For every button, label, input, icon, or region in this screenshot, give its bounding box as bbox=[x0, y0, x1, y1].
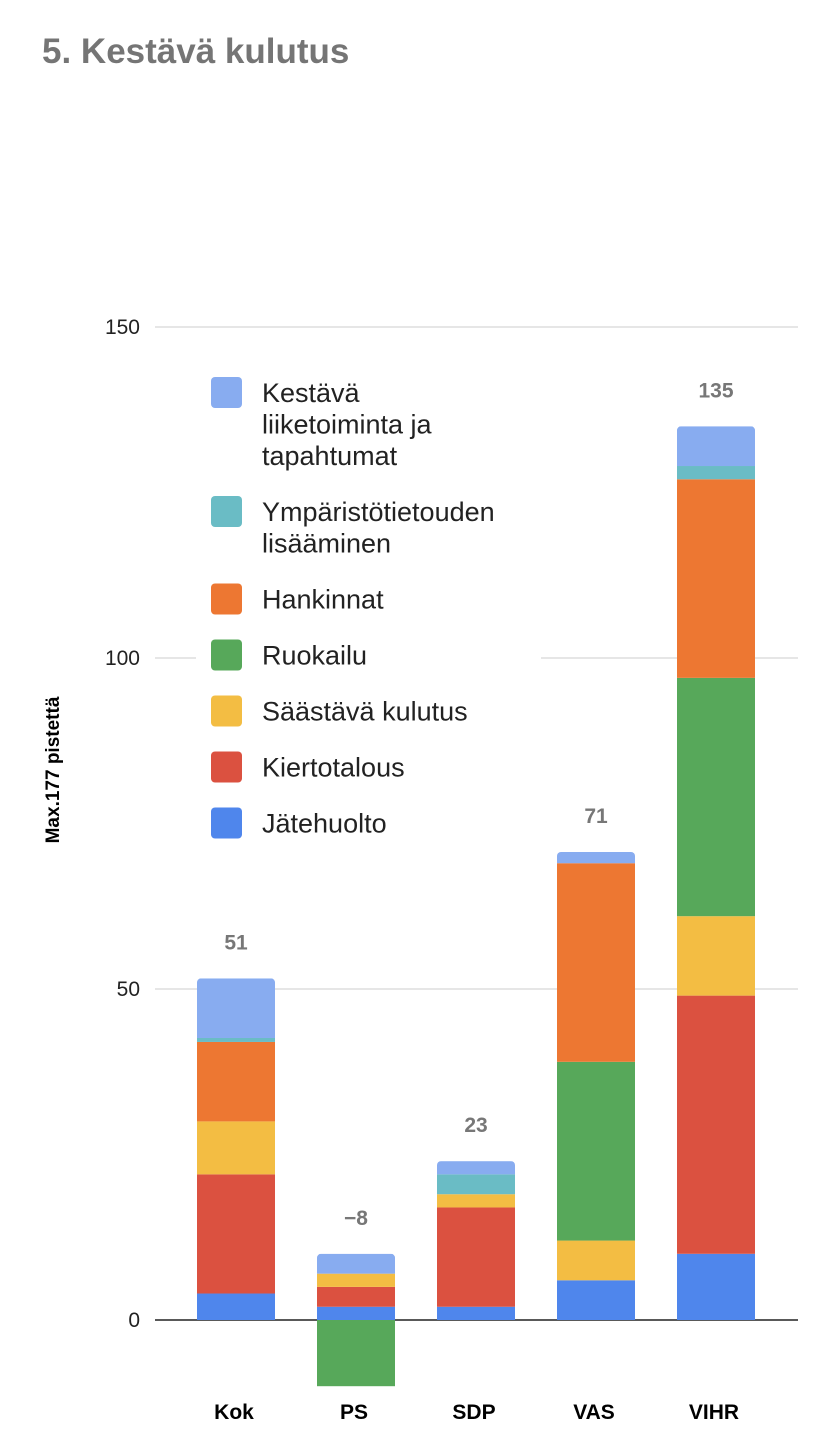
legend-label: Jätehuolto bbox=[262, 809, 387, 839]
bar-stacks bbox=[197, 426, 755, 1387]
bar-segment bbox=[677, 916, 755, 996]
bar-segment bbox=[197, 1174, 275, 1294]
y-tick-label: 0 bbox=[128, 1309, 140, 1332]
bar-segment bbox=[317, 1253, 395, 1274]
legend-label: liiketoiminta ja bbox=[262, 410, 433, 440]
chart-title: 5. Kestävä kulutus bbox=[42, 32, 350, 71]
bar-stack-sdp bbox=[437, 1161, 515, 1320]
data-label-total: −8 bbox=[344, 1207, 368, 1230]
bar-segment bbox=[317, 1320, 395, 1387]
legend-swatch bbox=[211, 751, 242, 783]
data-label-total: 51 bbox=[224, 931, 248, 954]
bar-segment bbox=[317, 1273, 395, 1287]
bar-segment bbox=[437, 1306, 515, 1320]
legend-label: Hankinnat bbox=[262, 585, 384, 615]
x-tick-label: Kok bbox=[214, 1401, 254, 1424]
y-tick-label: 100 bbox=[105, 647, 140, 670]
bar-segment bbox=[677, 466, 755, 480]
bar-segment bbox=[557, 1061, 635, 1241]
bar-segment bbox=[677, 677, 755, 917]
bar-segment bbox=[437, 1194, 515, 1208]
bar-segment bbox=[677, 426, 755, 467]
bar-segment bbox=[197, 978, 275, 1038]
bar-segment bbox=[317, 1306, 395, 1320]
bar-segment bbox=[197, 1037, 275, 1042]
x-tick-label: PS bbox=[340, 1401, 368, 1424]
data-label-total: 71 bbox=[584, 805, 608, 828]
bar-segment bbox=[197, 1293, 275, 1320]
bar-segment bbox=[197, 1121, 275, 1175]
legend-label: Kiertotalous bbox=[262, 753, 405, 783]
legend-background bbox=[196, 362, 541, 842]
bar-segment bbox=[437, 1174, 515, 1195]
bar-segment bbox=[557, 1280, 635, 1320]
legend-label: Kestävä bbox=[262, 378, 361, 408]
legend-label: lisääminen bbox=[262, 529, 391, 559]
legend-swatch bbox=[211, 377, 242, 408]
bar-segment bbox=[437, 1161, 515, 1175]
legend-swatch bbox=[211, 639, 242, 671]
legend-label: Ympäristötietouden bbox=[262, 497, 495, 527]
bar-segment bbox=[557, 1240, 635, 1281]
x-tick-label: VAS bbox=[573, 1401, 615, 1424]
legend-label: tapahtumat bbox=[262, 441, 398, 471]
bar-segment bbox=[557, 863, 635, 1062]
y-tick-label: 50 bbox=[117, 978, 140, 1001]
legend-swatch bbox=[211, 807, 242, 839]
legend-swatch bbox=[211, 695, 242, 727]
legend-label: Säästävä kulutus bbox=[262, 697, 468, 727]
legend-label: Ruokailu bbox=[262, 641, 367, 671]
bar-segment bbox=[197, 1041, 275, 1122]
bar-stack-kok bbox=[197, 978, 275, 1320]
data-label-total: 23 bbox=[464, 1114, 487, 1137]
bar-segment bbox=[437, 1207, 515, 1307]
bar-stack-ps bbox=[317, 1253, 395, 1387]
bar-segment bbox=[677, 995, 755, 1254]
x-tick-label: VIHR bbox=[689, 1401, 739, 1424]
x-tick-label: SDP bbox=[452, 1401, 495, 1424]
bar-stack-vihr bbox=[677, 426, 755, 1320]
legend-swatch bbox=[211, 583, 242, 615]
bar-segment bbox=[677, 1253, 755, 1320]
bar-segment bbox=[557, 851, 635, 864]
bar-stack-vas bbox=[557, 851, 635, 1320]
y-tick-label: 150 bbox=[105, 316, 140, 339]
legend-swatch bbox=[211, 496, 242, 527]
y-axis-label: Max.177 pistettä bbox=[43, 696, 64, 843]
bar-segment bbox=[317, 1286, 395, 1307]
labels: 0 50 100 150 Max.177 pistettä 51 Kok −8 PS 23 SDP 7… bbox=[43, 316, 739, 1424]
bar-segment bbox=[677, 479, 755, 678]
data-label-total: 135 bbox=[698, 379, 733, 402]
